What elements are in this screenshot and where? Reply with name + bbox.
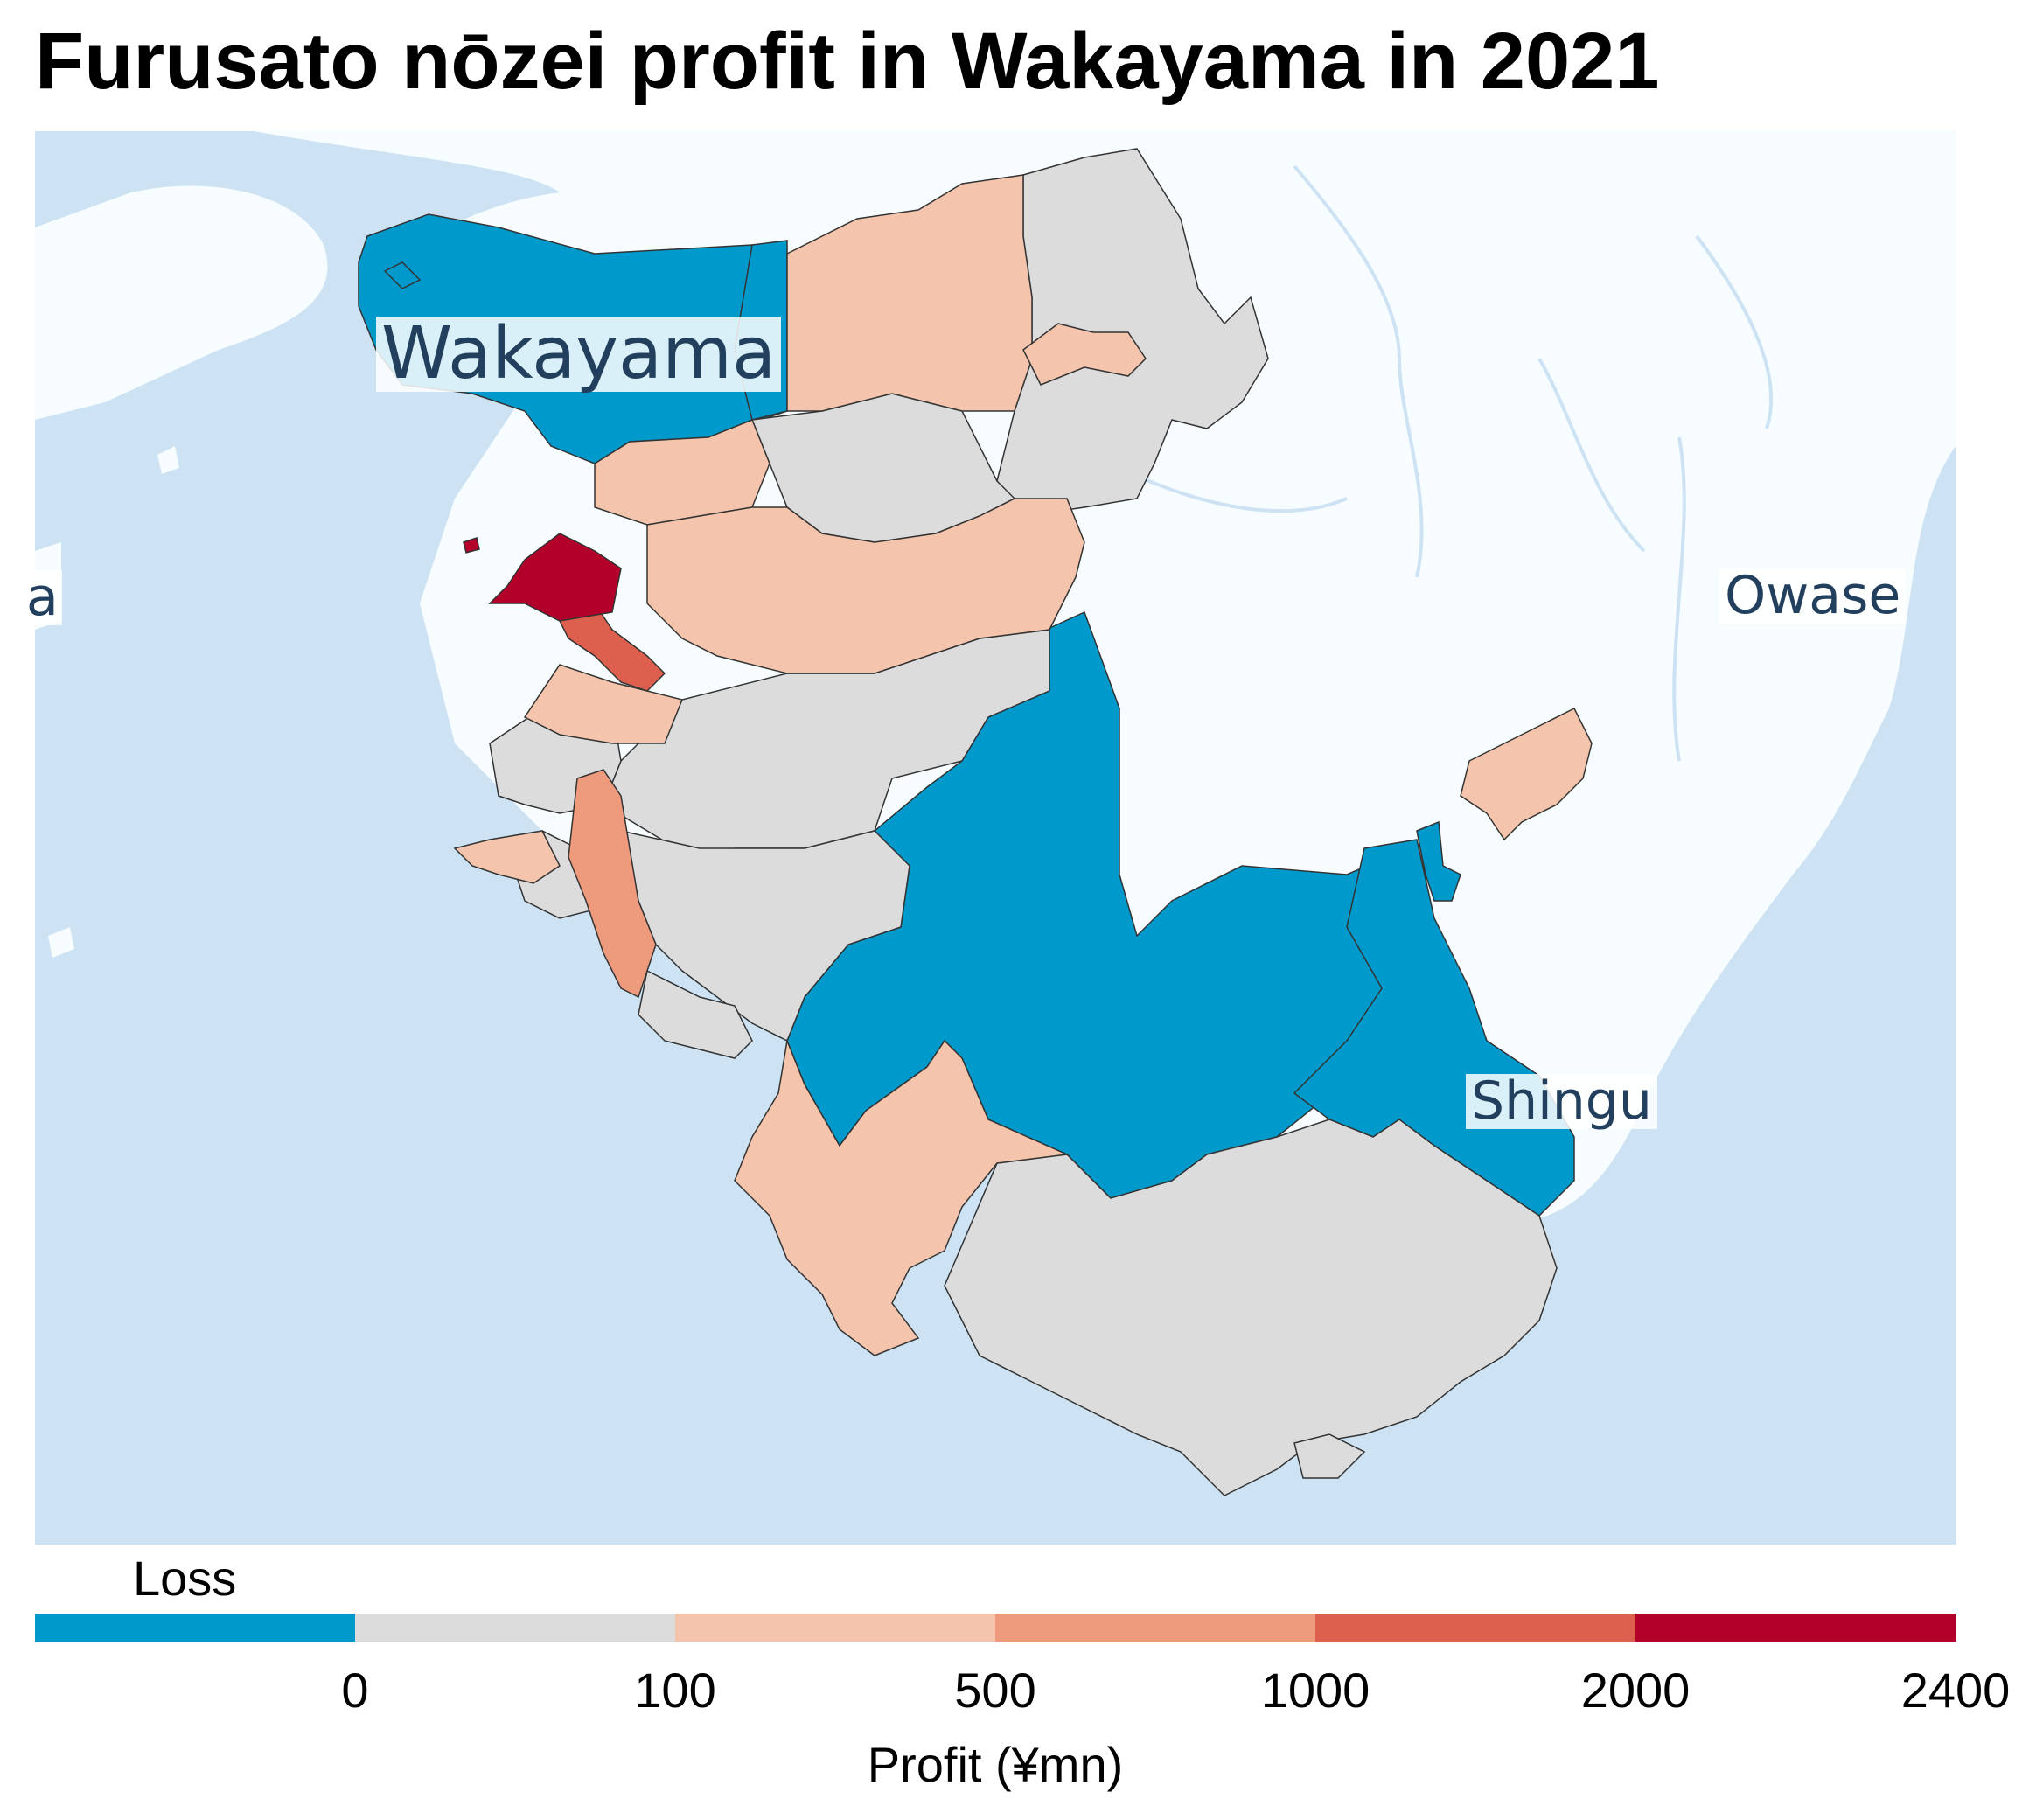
municipality-yuasa xyxy=(523,664,684,744)
map-label-owase: Owase xyxy=(1719,568,1907,624)
map-label-edge-fragment: a xyxy=(23,570,62,625)
legend-swatch-100-500 xyxy=(675,1614,995,1642)
region-group-100-500 xyxy=(453,174,1593,1356)
map-label-wakayama: Wakayama xyxy=(376,316,782,393)
legend-swatch-2000-2400 xyxy=(1635,1614,1956,1642)
municipality-wakayama-islet xyxy=(383,261,422,289)
municipality-kozagawa-coast xyxy=(1460,707,1593,841)
legend-tick-label: 0 xyxy=(341,1663,369,1718)
legend-swatch-loss xyxy=(35,1614,355,1642)
municipality-arida xyxy=(646,498,1085,674)
municipality-kushimoto-cape xyxy=(1293,1433,1366,1479)
legend-loss-label: Loss xyxy=(133,1551,237,1606)
municipality-minabe xyxy=(619,830,910,1042)
municipality-hidaka-coast xyxy=(453,830,561,884)
rivers xyxy=(1110,164,1774,762)
legend-tick-label: 2000 xyxy=(1580,1663,1691,1718)
municipality-katsuragi xyxy=(786,174,1033,412)
municipality-kudoyama xyxy=(1022,323,1147,386)
map-label-shingu: Shingu xyxy=(1466,1074,1657,1129)
legend-tick-label: 100 xyxy=(634,1663,716,1718)
municipality-shirahama xyxy=(734,1038,1070,1356)
choropleth-map xyxy=(35,131,1956,1545)
legend-color-bar xyxy=(35,1614,1956,1642)
land-islet xyxy=(157,446,179,474)
land-islet xyxy=(48,927,74,958)
legend-title: Profit (¥mn) xyxy=(867,1737,1124,1792)
legend-swatch-0-100 xyxy=(355,1614,675,1642)
page-title: Furusato nōzei profit in Wakayama in 202… xyxy=(35,17,1660,106)
region-group-0-100 xyxy=(489,148,1558,1496)
legend-swatch-1000-2000 xyxy=(1315,1614,1635,1642)
municipality-kushimoto xyxy=(944,1119,1558,1496)
municipality-arida-coast-top xyxy=(488,533,622,622)
municipality-arida-islet xyxy=(463,537,480,554)
legend-tick-label: 2400 xyxy=(1900,1663,2011,1718)
municipality-inami xyxy=(638,969,753,1059)
legend-tick-label: 1000 xyxy=(1260,1663,1370,1718)
municipality-kaisou xyxy=(594,419,770,526)
land-awaji xyxy=(35,185,328,420)
legend-tick-label: 500 xyxy=(954,1663,1036,1718)
municipality-kitayama-enclave xyxy=(1416,820,1461,902)
legend-swatch-500-1000 xyxy=(995,1614,1315,1642)
municipality-gobo xyxy=(568,769,657,999)
municipality-yuasa-strip xyxy=(549,603,666,692)
